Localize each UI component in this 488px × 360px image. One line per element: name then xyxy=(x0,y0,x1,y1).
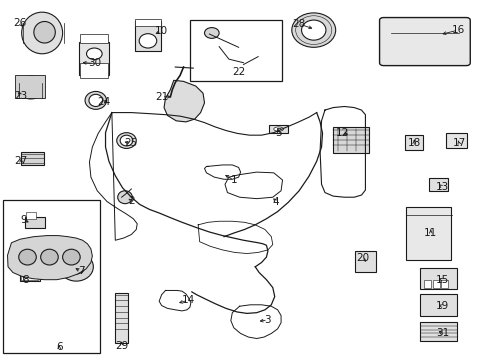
Ellipse shape xyxy=(118,191,132,204)
Text: 16: 16 xyxy=(450,25,464,35)
Text: 8: 8 xyxy=(22,275,28,285)
Ellipse shape xyxy=(120,135,133,146)
Text: 1: 1 xyxy=(230,175,237,185)
Polygon shape xyxy=(163,80,204,122)
Bar xyxy=(80,63,108,78)
Bar xyxy=(26,212,36,219)
Text: 22: 22 xyxy=(231,67,245,77)
Text: 9: 9 xyxy=(21,215,27,225)
Text: 5: 5 xyxy=(275,129,282,138)
Bar xyxy=(419,322,456,341)
Bar xyxy=(20,267,40,281)
Text: 27: 27 xyxy=(15,156,28,166)
Text: 24: 24 xyxy=(97,97,110,107)
Bar xyxy=(134,21,161,50)
Text: 21: 21 xyxy=(155,92,168,102)
Bar xyxy=(332,127,368,153)
Bar xyxy=(79,42,109,75)
Bar xyxy=(441,280,447,288)
Ellipse shape xyxy=(117,133,136,148)
Text: 6: 6 xyxy=(56,342,62,352)
Bar xyxy=(135,19,161,26)
Bar xyxy=(446,133,466,148)
Text: 17: 17 xyxy=(451,139,465,148)
Polygon shape xyxy=(7,235,92,280)
Text: 18: 18 xyxy=(407,139,420,148)
Text: 14: 14 xyxy=(182,295,195,305)
Ellipse shape xyxy=(41,249,58,265)
Bar xyxy=(354,251,375,272)
Ellipse shape xyxy=(67,260,85,274)
Text: 3: 3 xyxy=(264,315,271,325)
Ellipse shape xyxy=(17,76,44,99)
Ellipse shape xyxy=(204,28,219,39)
Bar xyxy=(3,200,100,353)
Bar xyxy=(404,135,423,150)
Bar xyxy=(406,207,450,260)
Text: 26: 26 xyxy=(14,18,27,28)
Bar xyxy=(25,217,44,228)
Bar xyxy=(419,268,456,289)
Text: 11: 11 xyxy=(423,228,436,238)
Bar xyxy=(268,125,288,133)
Ellipse shape xyxy=(19,249,36,265)
Text: 15: 15 xyxy=(435,275,448,285)
Ellipse shape xyxy=(291,13,335,47)
Text: 7: 7 xyxy=(78,266,84,276)
Text: 2: 2 xyxy=(128,196,134,206)
Text: 19: 19 xyxy=(435,301,448,311)
Ellipse shape xyxy=(89,94,102,107)
Text: 23: 23 xyxy=(15,91,28,101)
Bar xyxy=(21,269,38,280)
Bar xyxy=(115,293,128,343)
Bar xyxy=(423,280,430,288)
Bar xyxy=(419,294,456,316)
Bar xyxy=(20,152,44,165)
Ellipse shape xyxy=(301,20,325,40)
Text: 13: 13 xyxy=(435,182,448,192)
Text: 30: 30 xyxy=(87,58,101,68)
Ellipse shape xyxy=(21,12,62,54)
Bar xyxy=(428,178,447,190)
Bar xyxy=(432,280,439,288)
Text: 20: 20 xyxy=(355,253,368,263)
Ellipse shape xyxy=(85,91,106,109)
Ellipse shape xyxy=(139,34,157,48)
Text: 25: 25 xyxy=(124,139,138,148)
Text: 10: 10 xyxy=(155,26,168,36)
Text: 12: 12 xyxy=(335,128,348,138)
Bar xyxy=(15,75,44,98)
Ellipse shape xyxy=(86,48,102,59)
Text: 31: 31 xyxy=(435,328,448,338)
Text: 4: 4 xyxy=(272,197,279,207)
Bar xyxy=(80,34,108,43)
Ellipse shape xyxy=(62,249,80,265)
FancyBboxPatch shape xyxy=(379,18,469,66)
Ellipse shape xyxy=(34,22,55,43)
Bar xyxy=(189,21,281,81)
Ellipse shape xyxy=(59,252,93,281)
Ellipse shape xyxy=(273,127,283,131)
Text: 28: 28 xyxy=(292,19,305,29)
Text: 29: 29 xyxy=(115,341,128,351)
